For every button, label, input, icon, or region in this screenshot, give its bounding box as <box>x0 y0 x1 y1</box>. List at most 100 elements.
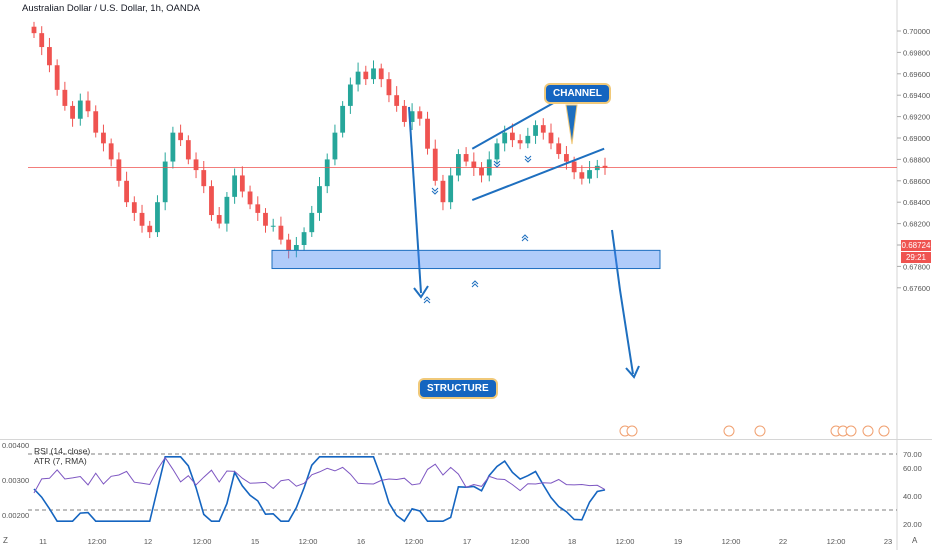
candle-body <box>455 154 461 176</box>
candle-body <box>594 165 600 171</box>
candle-body <box>193 159 199 171</box>
candle-body <box>347 84 353 106</box>
atr-legend: ATR (7, RMA) <box>34 456 87 466</box>
candle-body <box>355 71 361 85</box>
down-chevron-icon <box>431 187 439 195</box>
oscillator-pane[interactable]: 70.00 60.00 40.00 20.00 0.00400 0.00300 0.0020… <box>0 440 932 550</box>
candle-body <box>85 100 91 112</box>
rsi-line <box>33 455 606 523</box>
candle-body <box>556 143 562 155</box>
candle-body <box>440 180 446 203</box>
y-tick-label: 0.69000 <box>903 134 930 143</box>
event-flag-icon <box>754 425 766 437</box>
x-tick-label: 23 <box>884 537 892 546</box>
rsi-tick-label: 40.00 <box>903 492 922 501</box>
candle-body <box>278 225 284 240</box>
up-chevron-icon <box>521 234 529 242</box>
rsi-tick-label: 60.00 <box>903 464 922 473</box>
candle-body <box>309 212 315 233</box>
rsi-tick-label: 70.00 <box>903 450 922 459</box>
entry-arrow-line <box>408 106 422 294</box>
x-tick-label: 12:00 <box>511 537 530 546</box>
candle-body <box>378 68 384 80</box>
y-tick-label: 0.67800 <box>903 262 930 271</box>
candle-body <box>263 212 268 226</box>
up-chevron-icon <box>423 296 431 304</box>
corner-label-left: Z <box>3 536 8 545</box>
candle-body <box>317 186 322 213</box>
up-chevron-icon <box>471 280 479 288</box>
countdown-badge: 29:21 <box>901 252 931 263</box>
candle-body <box>564 154 569 162</box>
candle-body <box>31 26 37 34</box>
y-tick-label: 0.68400 <box>903 198 930 207</box>
candle-body <box>286 239 292 251</box>
candle-body <box>371 68 376 80</box>
x-tick-label: 17 <box>463 537 471 546</box>
x-tick-label: 11 <box>39 537 47 546</box>
candle-body <box>517 140 523 144</box>
y-tick-label: 0.69600 <box>903 70 930 79</box>
candle-body <box>293 245 299 251</box>
candle-body <box>108 143 114 160</box>
candle-body <box>185 140 191 160</box>
candle-body <box>479 167 484 176</box>
candle-body <box>39 33 45 48</box>
price-chart[interactable]: 0.70000 0.69800 0.69600 0.69400 0.69200 0.690… <box>0 0 932 440</box>
candle-body <box>494 143 500 160</box>
candle-body <box>131 202 137 213</box>
candle-body <box>139 212 145 226</box>
corner-label-right: A <box>912 536 918 545</box>
x-tick-label: 12:00 <box>299 537 318 546</box>
candle-body <box>270 225 276 227</box>
candle-body <box>170 132 176 162</box>
candle-body <box>162 161 168 203</box>
candle-body <box>448 175 454 203</box>
candle-body <box>178 132 184 141</box>
atr-line <box>33 456 606 494</box>
candle-body <box>124 180 129 203</box>
entry-arrow-head <box>413 285 429 299</box>
candle-body <box>54 65 60 90</box>
event-flag-icon <box>845 425 857 437</box>
candle-body <box>224 196 230 224</box>
candle-body <box>216 215 222 224</box>
candle-body <box>587 170 592 179</box>
x-tick-label: 12:00 <box>88 537 107 546</box>
channel-lower-line <box>471 147 605 201</box>
x-tick-label: 12:00 <box>827 537 846 546</box>
candle-body <box>425 118 430 149</box>
x-tick-label: 22 <box>779 537 787 546</box>
x-tick-label: 12:00 <box>193 537 212 546</box>
candle-body <box>332 132 338 160</box>
y-tick-label: 0.67600 <box>903 284 930 293</box>
down-chevron-icon <box>493 160 501 168</box>
x-tick-label: 19 <box>674 537 682 546</box>
candle-body <box>147 225 153 233</box>
atr-tick-label: 0.00400 <box>2 441 29 450</box>
current-price-badge: 0.68724 <box>901 240 931 251</box>
candle-body <box>540 125 546 133</box>
down-chevron-icon <box>524 155 532 163</box>
x-tick-label: 16 <box>357 537 365 546</box>
candle-body <box>116 159 122 181</box>
candle-body <box>324 159 330 187</box>
channel-label: CHANNEL <box>546 85 609 102</box>
y-tick-label: 0.69800 <box>903 48 930 57</box>
candle-body <box>93 111 99 133</box>
x-tick-label: 12:00 <box>722 537 741 546</box>
candle-body <box>394 95 400 106</box>
projection-arrow-head <box>625 365 640 379</box>
y-tick-label: 0.68800 <box>903 155 930 164</box>
candle-body <box>47 47 52 66</box>
y-tick-label: 0.70000 <box>903 27 930 36</box>
candle-body <box>579 172 585 179</box>
rsi-tick-label: 20.00 <box>903 520 922 529</box>
rsi-legend: RSI (14, close) <box>34 446 91 456</box>
candle-body <box>463 154 469 162</box>
candle-body <box>401 105 407 122</box>
x-tick-label: 12 <box>144 537 152 546</box>
candle-body <box>232 175 238 197</box>
candle-body <box>340 105 346 133</box>
event-flag-icon <box>723 425 735 437</box>
